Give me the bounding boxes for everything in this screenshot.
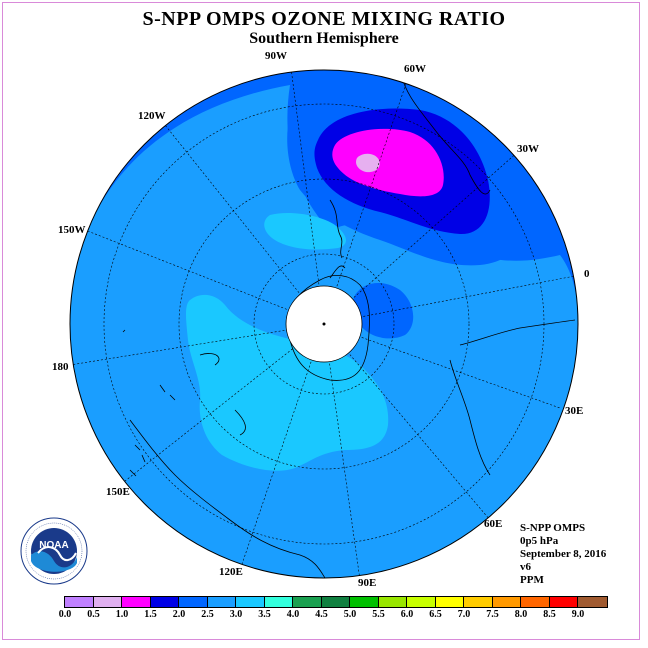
colorbar-label: 2.5	[201, 609, 214, 620]
colorbar-swatch	[150, 597, 179, 607]
colorbar-label: 4.5	[315, 609, 328, 620]
lon-label-150e: 150E	[106, 486, 130, 498]
lon-label-150w: 150W	[58, 224, 86, 236]
map-subtitle: Southern Hemisphere	[249, 30, 399, 47]
lon-label-30e: 30E	[565, 405, 584, 417]
colorbar-label: 8.0	[514, 609, 528, 620]
colorbar-label: 6.0	[400, 609, 414, 620]
colorbar-swatch	[435, 597, 464, 607]
lon-label-30w: 30W	[517, 143, 539, 155]
info-version: v6	[520, 561, 531, 573]
colorbar-label: 5.0	[343, 609, 357, 620]
colorbar-label: 2.0	[172, 609, 186, 620]
colorbar-label: 0.5	[87, 609, 100, 620]
colorbar-label: 1.5	[144, 609, 157, 620]
colorbar-label: 0.0	[58, 609, 72, 620]
lon-label-120e: 120E	[219, 566, 243, 578]
noaa-logo-icon: NOAA	[20, 517, 88, 585]
colorbar-label: 4.0	[286, 609, 300, 620]
colorbar-swatch	[578, 597, 607, 607]
lon-label-0: 0	[584, 268, 590, 280]
info-units: PPM	[520, 574, 544, 586]
colorbar-label: 9.0	[571, 609, 585, 620]
colorbar-label: 7.5	[486, 609, 499, 620]
colorbar-swatch	[350, 597, 379, 607]
lon-label-90w: 90W	[265, 50, 287, 62]
colorbar-swatch	[378, 597, 407, 607]
colorbar-label: 3.0	[229, 609, 243, 620]
graticule	[70, 70, 578, 578]
colorbar-swatch	[407, 597, 436, 607]
colorbar-swatch	[179, 597, 208, 607]
map-boundary	[69, 69, 579, 579]
field-0-5-1-0	[356, 153, 380, 173]
colorbar-swatch	[264, 597, 293, 607]
colorbar-label: 1.0	[115, 609, 129, 620]
map-title: S-NPP OMPS OZONE MIXING RATIO	[142, 8, 506, 30]
colorbar	[64, 596, 608, 608]
colorbar-swatch	[122, 597, 151, 607]
colorbar-label: 8.5	[543, 609, 556, 620]
lon-label-120w: 120W	[138, 110, 166, 122]
colorbar-swatch	[521, 597, 550, 607]
colorbar-label: 3.5	[258, 609, 271, 620]
colorbar-swatch	[293, 597, 322, 607]
colorbar-swatch	[236, 597, 265, 607]
field-2-0-2-5-patch	[352, 283, 414, 339]
colorbar-swatch	[549, 597, 578, 607]
noaa-logo-text: NOAA	[39, 540, 68, 551]
colorbar-swatch	[464, 597, 493, 607]
colorbar-swatch	[321, 597, 350, 607]
lon-label-90e: 90E	[358, 577, 377, 589]
info-instrument: S-NPP OMPS	[520, 522, 586, 534]
colorbar-label: 6.5	[429, 609, 442, 620]
colorbar-swatch	[93, 597, 122, 607]
colorbar-swatch	[492, 597, 521, 607]
info-block: S-NPP OMPS 0p5 hPa September 8, 2016 v6 …	[520, 522, 606, 587]
colorbar-swatch	[207, 597, 236, 607]
colorbar-label: 7.0	[457, 609, 471, 620]
coastlines	[122, 70, 576, 578]
field-3-0-3-5	[186, 294, 389, 471]
south-pole-marker	[322, 322, 326, 326]
info-date: September 8, 2016	[520, 548, 607, 560]
colorbar-swatch	[65, 597, 94, 607]
lon-label-60e: 60E	[484, 518, 503, 530]
field-1-0-1-5	[332, 128, 444, 197]
lon-label-60w: 60W	[404, 63, 426, 75]
lon-label-180: 180	[52, 361, 69, 373]
info-level: 0p5 hPa	[520, 535, 559, 547]
field-3-0-3-5-b	[264, 213, 346, 250]
colorbar-label: 5.5	[372, 609, 385, 620]
figure-frame	[2, 2, 640, 640]
